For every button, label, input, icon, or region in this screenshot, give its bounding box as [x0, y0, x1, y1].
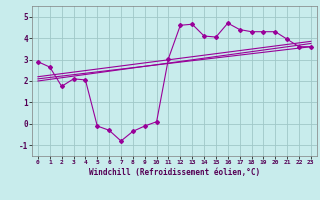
X-axis label: Windchill (Refroidissement éolien,°C): Windchill (Refroidissement éolien,°C) — [89, 168, 260, 177]
